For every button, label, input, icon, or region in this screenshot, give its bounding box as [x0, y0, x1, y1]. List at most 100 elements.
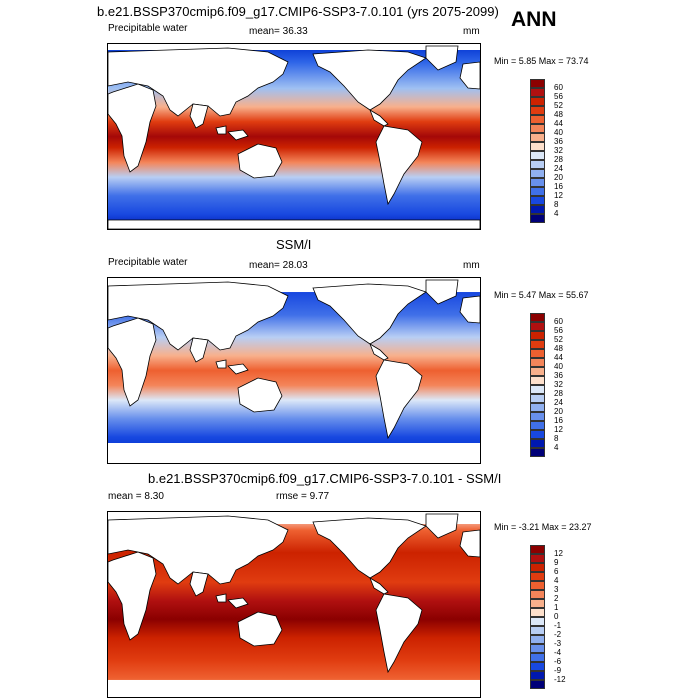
colorbar-swatch: [530, 340, 545, 349]
colorbar-swatch: [530, 644, 545, 653]
colorbar-swatch: [530, 115, 545, 124]
panel3-continents: [108, 513, 480, 674]
colorbar-swatch: [530, 196, 545, 205]
colorbar-tick-label: 3: [554, 585, 559, 594]
colorbar-tick-label: -9: [554, 666, 562, 675]
colorbar-swatch: [530, 554, 545, 563]
colorbar-tick-label: 48: [554, 110, 563, 119]
colorbar-tick-label: 56: [554, 92, 563, 101]
colorbar-tick-label: 16: [554, 416, 563, 425]
colorbar-swatch: [530, 626, 545, 635]
colorbar-tick-label: 28: [554, 389, 563, 398]
colorbar-swatch: [530, 151, 545, 160]
colorbar-tick-label: 20: [554, 407, 563, 416]
colorbar-tick-label: 0: [554, 612, 559, 621]
panel2-variable: Precipitable water: [108, 257, 188, 268]
season-label: ANN: [511, 8, 557, 31]
colorbar-swatch: [530, 322, 545, 331]
panel2-map: [107, 277, 481, 464]
colorbar-swatch: [530, 680, 545, 689]
colorbar-tick-label: -12: [554, 675, 566, 684]
colorbar-tick-label: 40: [554, 128, 563, 137]
colorbar-tick-label: 36: [554, 137, 563, 146]
colorbar-swatch: [530, 88, 545, 97]
colorbar-swatch: [530, 376, 545, 385]
colorbar-swatch: [530, 545, 545, 554]
colorbar-swatch: [530, 367, 545, 376]
colorbar-swatch: [530, 169, 545, 178]
colorbar-tick-label: 32: [554, 146, 563, 155]
colorbar-tick-label: -1: [554, 621, 562, 630]
colorbar-tick-label: 12: [554, 549, 563, 558]
colorbar-swatch: [530, 448, 545, 457]
colorbar-tick-label: -4: [554, 648, 562, 657]
colorbar-swatch: [530, 313, 545, 322]
colorbar-tick-label: 12: [554, 191, 563, 200]
colorbar-tick-label: 56: [554, 326, 563, 335]
colorbar-tick-label: 16: [554, 182, 563, 191]
colorbar-tick-label: 8: [554, 434, 559, 443]
colorbar-tick-label: 60: [554, 317, 563, 326]
colorbar-tick-label: 24: [554, 164, 563, 173]
colorbar-swatch: [530, 412, 545, 421]
panel1-variable: Precipitable water: [108, 23, 188, 34]
colorbar-tick-label: 44: [554, 119, 563, 128]
colorbar-swatch: [530, 430, 545, 439]
panel1-map: [107, 43, 481, 230]
figure-title: b.e21.BSSP370cmip6.f09_g17.CMIP6-SSP3-7.…: [97, 4, 499, 19]
colorbar-swatch: [530, 662, 545, 671]
panel2-minmax: Min = 5.47 Max = 55.67: [494, 290, 589, 300]
colorbar-swatch: [530, 331, 545, 340]
colorbar-swatch: [530, 133, 545, 142]
colorbar-swatch: [530, 394, 545, 403]
colorbar-swatch: [530, 106, 545, 115]
colorbar-swatch: [530, 403, 545, 412]
colorbar-tick-label: 12: [554, 425, 563, 434]
colorbar-swatch: [530, 590, 545, 599]
colorbar-tick-label: 4: [554, 443, 559, 452]
colorbar-tick-label: -3: [554, 639, 562, 648]
panel3-minmax: Min = -3.21 Max = 23.27: [494, 522, 592, 532]
panel3-heading: b.e21.BSSP370cmip6.f09_g17.CMIP6-SSP3-7.…: [148, 471, 502, 486]
colorbar-swatch: [530, 349, 545, 358]
panel1-minmax: Min = 5.85 Max = 73.74: [494, 56, 589, 66]
colorbar-swatch: [530, 178, 545, 187]
colorbar-swatch: [530, 581, 545, 590]
colorbar-tick-label: 8: [554, 200, 559, 209]
panel1-units: mm: [463, 26, 480, 37]
panel1-continents: [108, 45, 480, 229]
colorbar-swatch: [530, 421, 545, 430]
colorbar-tick-label: 32: [554, 380, 563, 389]
panel3-rmse: rmse = 9.77: [276, 491, 330, 502]
panel2-heading: SSM/I: [276, 237, 312, 252]
colorbar-swatch: [530, 385, 545, 394]
colorbar-tick-label: 2: [554, 594, 559, 603]
panel3-mean: mean = 8.30: [108, 491, 164, 502]
colorbar-tick-label: 1: [554, 603, 559, 612]
colorbar-swatch: [530, 124, 545, 133]
colorbar-swatch: [530, 439, 545, 448]
panel3-map: [107, 511, 481, 698]
colorbar-tick-label: 20: [554, 173, 563, 182]
panel2-continents: [108, 279, 480, 440]
colorbar-tick-label: 52: [554, 335, 563, 344]
colorbar-tick-label: 60: [554, 83, 563, 92]
colorbar-swatch: [530, 671, 545, 680]
colorbar-tick-label: 28: [554, 155, 563, 164]
panel1-mean: mean= 36.33: [249, 26, 308, 37]
colorbar-swatch: [530, 214, 545, 223]
colorbar-swatch: [530, 187, 545, 196]
colorbar-swatch: [530, 617, 545, 626]
colorbar-tick-label: 52: [554, 101, 563, 110]
colorbar-swatch: [530, 79, 545, 88]
panel2-mean: mean= 28.03: [249, 260, 308, 271]
colorbar-tick-label: 4: [554, 576, 559, 585]
colorbar-swatch: [530, 563, 545, 572]
colorbar-tick-label: 44: [554, 353, 563, 362]
colorbar-tick-label: -6: [554, 657, 562, 666]
colorbar-tick-label: 6: [554, 567, 559, 576]
colorbar-swatch: [530, 608, 545, 617]
colorbar-swatch: [530, 599, 545, 608]
colorbar-tick-label: 36: [554, 371, 563, 380]
colorbar-swatch: [530, 142, 545, 151]
